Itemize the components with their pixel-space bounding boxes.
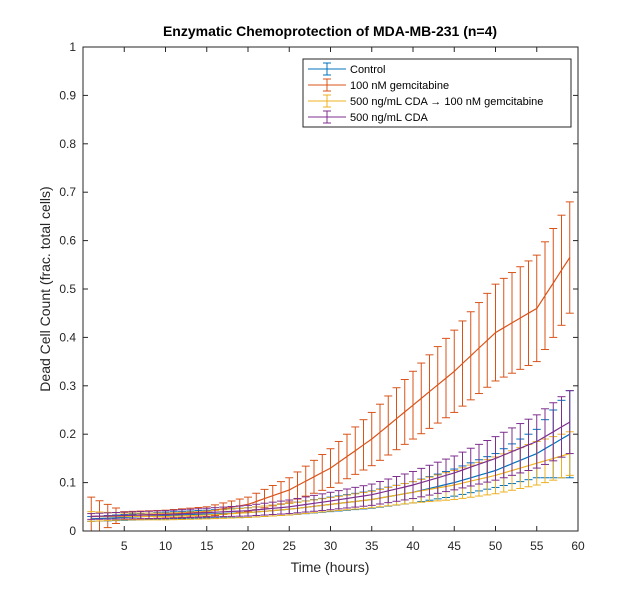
x-tick-label: 50 <box>489 539 503 553</box>
series-line <box>91 421 571 518</box>
ticks-layer: 5 10 15 20 25 30 35 40 45 50 55 60 0 0.1 0.2 0.3 0.4 0.5 0… <box>59 40 585 553</box>
y-tick-label: 0.2 <box>59 427 76 441</box>
x-tick-label: 5 <box>121 539 128 553</box>
x-tick-label: 40 <box>406 539 420 553</box>
x-tick-label: 10 <box>159 539 173 553</box>
y-tick-label: 0.6 <box>59 234 76 248</box>
legend-item: Control <box>308 62 385 76</box>
y-tick-label: 0.3 <box>59 379 76 393</box>
y-tick-label: 0.7 <box>59 185 76 199</box>
chart-title: Enzymatic Chemoprotection of MDA-MB-231 … <box>163 23 497 39</box>
x-tick-label: 55 <box>530 539 544 553</box>
legend-label: 100 nM gemcitabine <box>350 80 449 92</box>
y-tick-label: 0.4 <box>59 330 76 344</box>
y-tick-label: 0.1 <box>59 476 76 490</box>
x-axis-label: Time (hours) <box>291 559 370 575</box>
y-tick-label: 1 <box>69 40 76 54</box>
x-tick-label: 15 <box>200 539 214 553</box>
x-tick-label: 60 <box>571 539 585 553</box>
series-3 <box>87 390 574 520</box>
legend-label: Control <box>350 64 385 76</box>
legend-items: Control 100 nM gemcitabine 500 ng/mL CDA →… <box>308 62 543 124</box>
legend-box <box>302 58 572 128</box>
x-tick-label: 20 <box>241 539 255 553</box>
y-axis-label: Dead Cell Count (frac. total cells) <box>37 186 53 391</box>
x-tick-label: 25 <box>283 539 297 553</box>
y-tick-label: 0.5 <box>59 282 76 296</box>
x-tick-label: 30 <box>324 539 338 553</box>
legend-label: 500 ng/mL CDA → 100 nM gemcitabine <box>350 96 543 108</box>
x-tick-label: 35 <box>365 539 379 553</box>
legend-item: 100 nM gemcitabine <box>308 78 449 92</box>
x-tick-label: 45 <box>448 539 462 553</box>
y-tick-label: 0 <box>69 524 76 538</box>
y-tick-label: 0.9 <box>59 88 76 102</box>
legend: Control 100 nM gemcitabine 500 ng/mL CDA →… <box>302 58 572 128</box>
legend-label: 500 ng/mL CDA <box>350 112 429 124</box>
legend-item: 500 ng/mL CDA → 100 nM gemcitabine <box>308 94 543 108</box>
y-tick-label: 0.8 <box>59 137 76 151</box>
legend-item: 500 ng/mL CDA <box>308 110 429 124</box>
series-layer <box>87 201 574 532</box>
